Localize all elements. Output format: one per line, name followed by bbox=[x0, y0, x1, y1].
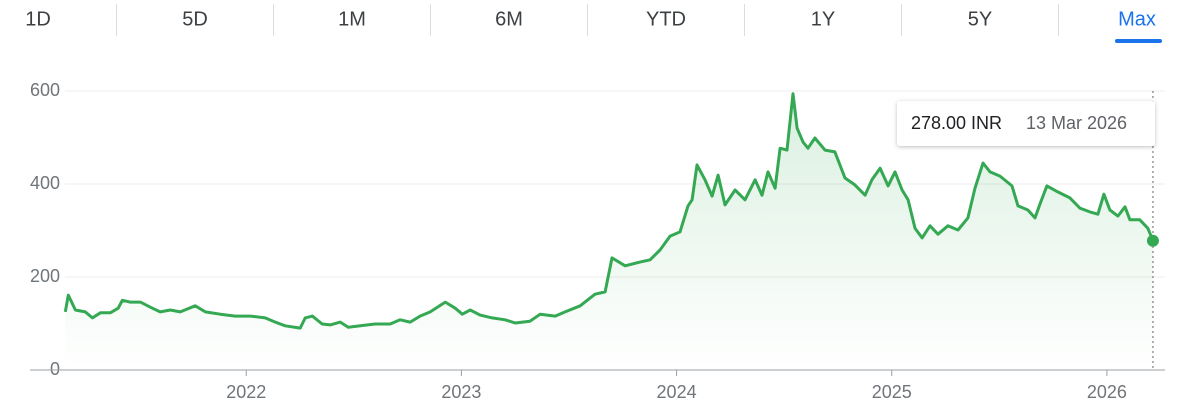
time-range-tab[interactable]: 1M bbox=[338, 8, 366, 30]
active-tab-underline bbox=[1115, 39, 1162, 43]
current-point bbox=[1146, 234, 1159, 247]
x-tick-label: 2024 bbox=[657, 382, 697, 402]
y-tick-label: 600 bbox=[30, 80, 60, 100]
time-range-tab[interactable]: 1Y bbox=[811, 8, 835, 30]
time-range-tab[interactable]: 5Y bbox=[968, 8, 992, 30]
y-tick-label: 200 bbox=[30, 266, 60, 286]
time-range-tab[interactable]: 1D bbox=[25, 8, 51, 30]
tooltip-box bbox=[897, 101, 1155, 146]
x-tick-label: 2025 bbox=[872, 382, 912, 402]
x-tick-label: 2026 bbox=[1087, 382, 1127, 402]
time-range-tab[interactable]: 5D bbox=[182, 8, 208, 30]
time-range-tab[interactable]: YTD bbox=[646, 8, 686, 30]
x-tick-label: 2022 bbox=[226, 382, 266, 402]
tooltip-price: 278.00 INR bbox=[911, 113, 1002, 133]
tooltip-date: 13 Mar 2026 bbox=[1026, 113, 1127, 133]
time-range-tab[interactable]: 6M bbox=[495, 8, 523, 30]
x-tick-label: 2023 bbox=[441, 382, 481, 402]
area-fill bbox=[65, 93, 1153, 371]
y-tick-label: 0 bbox=[50, 359, 60, 379]
price-line bbox=[63, 92, 1155, 330]
y-tick-label: 400 bbox=[30, 173, 60, 193]
time-range-tab[interactable]: Max bbox=[1118, 8, 1156, 30]
